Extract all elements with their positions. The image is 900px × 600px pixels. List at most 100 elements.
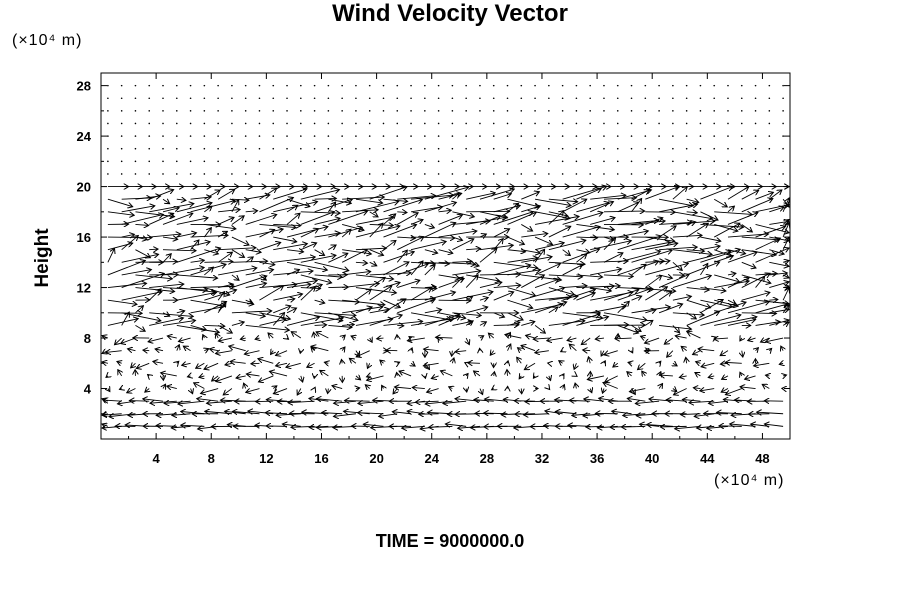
wind-vector: [259, 319, 285, 326]
wind-vector: [641, 336, 646, 338]
vector-point: [313, 135, 316, 137]
wind-vector: [708, 376, 715, 378]
vector-point: [713, 110, 716, 112]
vector-point: [465, 84, 467, 87]
wind-vector: [603, 312, 647, 320]
wind-vector: [631, 198, 642, 213]
vector-point: [286, 110, 288, 112]
wind-vector: [301, 375, 303, 382]
vector-point: [300, 173, 302, 175]
wind-vector: [203, 335, 205, 338]
vector-point: [244, 122, 247, 125]
vector-point: [575, 160, 578, 163]
vector-point: [658, 97, 660, 100]
vector-point: [672, 84, 674, 87]
wind-vector: [493, 239, 504, 250]
vector-point: [272, 160, 275, 163]
wind-vector: [645, 310, 656, 313]
vector-point: [120, 97, 123, 100]
vector-point: [355, 147, 357, 150]
vector-point: [644, 97, 647, 100]
wind-vector: [659, 222, 692, 224]
vector-point: [300, 110, 302, 112]
vector-point: [492, 84, 495, 87]
vector-point: [768, 84, 771, 87]
wind-vector: [534, 302, 567, 314]
wind-vector: [534, 325, 545, 333]
wind-vector: [245, 229, 283, 238]
wind-vector: [466, 389, 467, 393]
x-tick-label: 4: [153, 451, 161, 466]
wind-vector: [397, 280, 420, 288]
wind-vector: [686, 299, 711, 308]
wind-vector: [273, 244, 307, 251]
wind-vector: [204, 224, 236, 228]
wind-vector: [628, 362, 631, 363]
wind-vector: [549, 389, 550, 390]
wind-vector: [534, 243, 564, 251]
wind-vector: [559, 361, 563, 364]
vector-point: [300, 147, 302, 150]
wind-vector: [602, 389, 603, 394]
wind-vector: [492, 389, 494, 390]
wind-vector: [700, 287, 725, 291]
wind-vector: [423, 363, 439, 366]
vector-point: [396, 84, 399, 87]
wind-vector: [135, 249, 150, 258]
vector-point: [685, 110, 688, 112]
wind-vector: [745, 376, 756, 379]
wind-vector: [410, 241, 446, 251]
wind-vector: [548, 287, 575, 295]
wind-vector: [642, 371, 646, 376]
wind-vector: [204, 190, 220, 200]
vector-point: [740, 110, 743, 112]
wind-vector: [595, 338, 605, 339]
wind-vector: [449, 387, 453, 389]
wind-vector: [167, 386, 177, 388]
vector-point: [272, 110, 275, 112]
vector-point: [644, 84, 647, 87]
vector-point: [520, 135, 523, 137]
vector-point: [506, 147, 509, 150]
wind-vector: [199, 376, 204, 378]
wind-vector: [727, 213, 758, 225]
vector-point: [203, 160, 206, 163]
wind-vector: [576, 250, 589, 253]
wind-vector: [488, 333, 493, 338]
vector-point: [272, 147, 275, 150]
wind-vector: [436, 337, 453, 338]
wind-vector: [355, 217, 394, 225]
wind-vector: [480, 388, 483, 395]
wind-vector: [210, 349, 219, 351]
vector-point: [272, 122, 275, 125]
vector-point: [107, 110, 109, 112]
vector-point: [727, 135, 729, 137]
wind-vector: [700, 249, 740, 263]
wind-vector: [672, 276, 711, 288]
wind-vector: [411, 288, 437, 289]
vector-point: [410, 160, 412, 163]
vector-point: [148, 173, 151, 175]
wind-vector: [131, 363, 136, 368]
wind-vector: [135, 274, 172, 279]
vector-point: [107, 160, 109, 163]
vector-point: [368, 135, 371, 137]
wind-vector: [230, 361, 246, 363]
wind-vector: [782, 288, 789, 301]
wind-vector: [383, 252, 414, 263]
wind-vector: [424, 310, 442, 313]
wind-vector: [369, 187, 407, 200]
vector-point: [506, 160, 509, 163]
wind-vector: [410, 312, 451, 320]
wind-vector: [603, 211, 645, 212]
wind-vector: [493, 212, 533, 225]
wind-vector: [356, 388, 360, 389]
wind-vector: [411, 348, 412, 351]
vector-point: [727, 97, 729, 100]
vector-point: [589, 122, 591, 125]
wind-vector: [741, 190, 759, 200]
wind-vector: [355, 307, 372, 314]
wind-vector: [106, 351, 122, 353]
wind-vector: [342, 324, 354, 325]
wind-vector: [714, 317, 757, 326]
